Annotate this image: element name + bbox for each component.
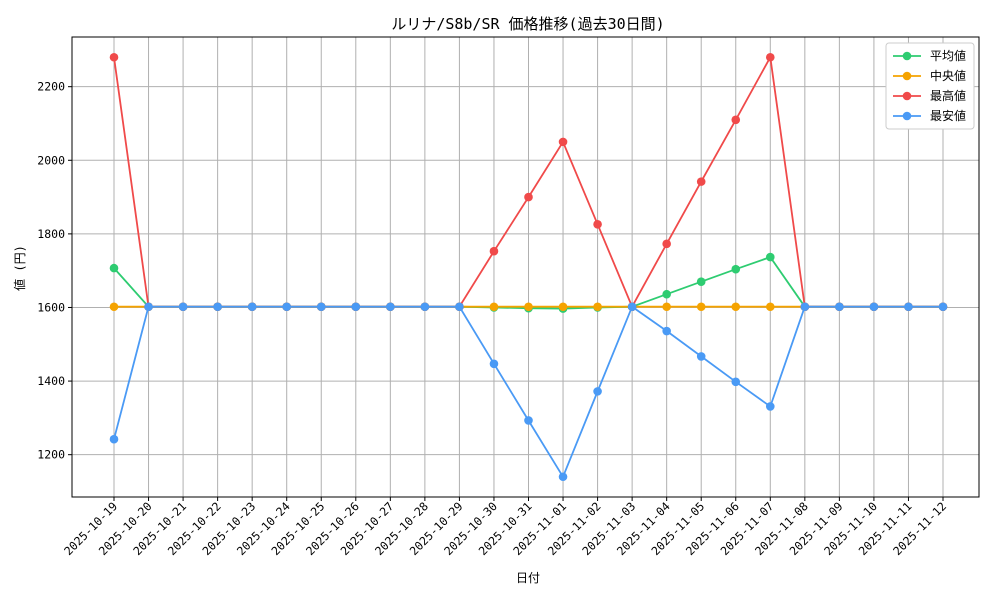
data-point — [109, 263, 119, 273]
data-point — [489, 246, 499, 256]
data-point — [282, 302, 292, 312]
plot-area — [71, 36, 980, 498]
data-point — [765, 252, 775, 262]
data-point — [662, 239, 671, 249]
series-3 — [109, 302, 948, 482]
data-point — [869, 302, 879, 312]
data-point — [731, 115, 741, 125]
data-point — [109, 302, 119, 312]
data-point — [316, 302, 326, 312]
x-axis-label: 日付 — [516, 571, 540, 585]
data-point — [455, 302, 464, 312]
data-point — [765, 52, 775, 62]
data-point — [593, 302, 602, 312]
data-point — [109, 52, 119, 62]
data-point — [386, 302, 395, 312]
data-point — [731, 264, 741, 274]
data-point — [593, 220, 602, 229]
data-point — [662, 289, 671, 299]
y-axis: 1200 1400 1600 1800 2000 2200 — [37, 80, 72, 462]
data-point — [109, 434, 119, 444]
grid — [72, 37, 979, 497]
data-point — [178, 302, 188, 312]
data-point — [558, 302, 568, 312]
data-point — [144, 302, 153, 312]
data-point — [696, 277, 706, 287]
data-point — [765, 302, 775, 312]
data-point — [662, 326, 671, 336]
legend-label: 最高値 — [930, 88, 966, 103]
chart-title: ルリナ/S8b/SR 価格推移(過去30日間) — [391, 15, 664, 33]
legend-marker — [902, 111, 912, 121]
y-axis-label: 値 (円) — [12, 245, 27, 291]
y-tick-label: 1800 — [37, 227, 65, 241]
data-point — [938, 302, 948, 312]
data-point — [765, 402, 775, 411]
data-point — [524, 302, 533, 312]
data-point — [420, 302, 430, 312]
data-point — [524, 192, 533, 202]
y-tick-label: 1400 — [37, 374, 65, 388]
data-point — [904, 302, 913, 312]
data-point — [731, 377, 741, 387]
data-point — [800, 302, 810, 312]
y-tick-label: 1600 — [37, 300, 65, 314]
data-point — [351, 302, 361, 312]
legend-marker — [902, 51, 912, 61]
data-point — [489, 302, 499, 312]
legend-label: 最安値 — [930, 108, 966, 123]
series-group — [109, 52, 948, 482]
legend-marker — [902, 71, 912, 81]
legend-marker — [902, 91, 912, 101]
data-point — [696, 352, 706, 361]
data-point — [662, 302, 671, 312]
data-point — [524, 416, 533, 425]
x-axis: 2025-10-192025-10-202025-10-212025-10-22… — [61, 497, 949, 558]
legend-label: 平均値 — [930, 48, 966, 63]
data-point — [489, 359, 499, 369]
y-tick-label: 2200 — [37, 80, 65, 94]
data-point — [696, 302, 706, 312]
data-point — [247, 302, 257, 312]
y-tick-label: 2000 — [37, 153, 65, 167]
y-tick-label: 1200 — [37, 448, 65, 462]
data-point — [731, 302, 741, 312]
data-point — [627, 302, 637, 312]
data-point — [593, 387, 602, 396]
data-point — [558, 472, 568, 482]
data-point — [558, 137, 568, 147]
data-point — [835, 302, 844, 312]
legend-label: 中央値 — [930, 68, 966, 83]
data-point — [213, 302, 222, 312]
legend-box — [885, 42, 975, 130]
data-point — [696, 177, 706, 186]
